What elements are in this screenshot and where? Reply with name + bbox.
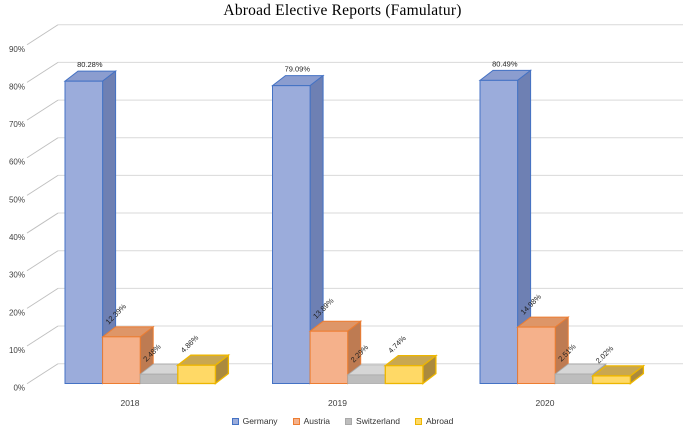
axis-tick-connector-50 bbox=[26, 175, 59, 196]
axis-tick-connector-20 bbox=[26, 288, 59, 309]
bar-switzerland-2020-front-face bbox=[554, 373, 594, 384]
bar-abroad-2019-front-face bbox=[384, 364, 424, 385]
axis-tick-connector-10 bbox=[26, 325, 59, 347]
bar-germany-2019-front-face bbox=[272, 85, 311, 384]
axis-tick-connector-60 bbox=[26, 137, 59, 159]
legend-swatch-austria bbox=[292, 417, 300, 425]
data-label-germany-2020: 80.49% bbox=[492, 59, 518, 68]
y-axis-label-40: 40% bbox=[9, 233, 25, 242]
legend-label-austria: Austria bbox=[303, 416, 331, 426]
chart-title: Abroad Elective Reports (Famulatur) bbox=[223, 2, 462, 19]
axis-tick-connector-30 bbox=[26, 250, 59, 272]
legend-swatch-abroad bbox=[414, 417, 422, 425]
plot-area: 0%10%20%30%40%50%60%70%80%90%80.28%12.39… bbox=[9, 24, 683, 408]
y-axis-label-50: 50% bbox=[9, 195, 25, 204]
bar-abroad-2018 bbox=[175, 353, 231, 385]
bar-austria-2018-front-face bbox=[102, 336, 141, 385]
x-axis-label-2018: 2018 bbox=[121, 398, 140, 408]
bar-switzerland-2018-front-face bbox=[139, 373, 179, 384]
legend-label-abroad: Abroad bbox=[425, 416, 454, 426]
axis-tick-connector-0 bbox=[26, 363, 59, 385]
bar-abroad-2020 bbox=[590, 364, 646, 385]
legend: Germany Austria Switzerland Abroad bbox=[0, 416, 685, 426]
bar-germany-2018-front-face bbox=[64, 80, 104, 384]
y-axis-label-80: 80% bbox=[9, 82, 25, 91]
legend-item-germany: Germany bbox=[231, 416, 278, 426]
bar-austria-2019-front-face bbox=[309, 330, 349, 384]
data-label-abroad-2020: 2.02% bbox=[594, 344, 616, 366]
legend-swatch-germany bbox=[231, 417, 239, 425]
data-label-abroad-2019: 4.74% bbox=[386, 333, 408, 355]
data-label-germany-2019: 79.09% bbox=[285, 65, 311, 74]
data-label-abroad-2018: 4.86% bbox=[179, 333, 201, 355]
legend-item-austria: Austria bbox=[292, 416, 331, 426]
y-axis-label-20: 20% bbox=[9, 308, 25, 317]
y-axis-label-10: 10% bbox=[9, 346, 25, 355]
y-axis-label-30: 30% bbox=[9, 271, 25, 280]
bar-abroad-2018-front-face bbox=[177, 364, 217, 385]
bar-germany-2018 bbox=[63, 70, 118, 385]
legend-swatch-switzerland bbox=[345, 417, 353, 425]
y-axis-label-0: 0% bbox=[13, 384, 25, 393]
y-axis-label-60: 60% bbox=[9, 158, 25, 167]
data-label-germany-2018: 80.28% bbox=[77, 60, 103, 69]
x-axis-label-2019: 2019 bbox=[328, 398, 347, 408]
bar-austria-2020-front-face bbox=[517, 326, 556, 385]
x-axis-label-2020: 2020 bbox=[536, 398, 555, 408]
axis-tick-connector-40 bbox=[26, 212, 59, 234]
axis-tick-connector-70 bbox=[26, 99, 59, 121]
legend-item-switzerland: Switzerland bbox=[345, 416, 400, 426]
bar-switzerland-2019-front-face bbox=[347, 374, 386, 384]
y-axis-label-70: 70% bbox=[9, 120, 25, 129]
bar-germany-2020 bbox=[478, 69, 533, 385]
bar-abroad-2020-front-face bbox=[592, 375, 632, 385]
legend-label-germany: Germany bbox=[242, 416, 278, 426]
axis-tick-connector-90 bbox=[26, 24, 59, 46]
y-axis-label-90: 90% bbox=[9, 45, 25, 54]
axis-tick-connector-80 bbox=[26, 62, 59, 83]
legend-item-abroad: Abroad bbox=[414, 416, 454, 426]
bar-abroad-2019 bbox=[383, 354, 438, 385]
bar-austria-2019 bbox=[308, 320, 363, 385]
bar-austria-2020 bbox=[516, 316, 570, 385]
bar-austria-2018 bbox=[101, 325, 155, 385]
bar-germany-2020-front-face bbox=[479, 79, 519, 384]
legend-label-switzerland: Switzerland bbox=[356, 416, 400, 426]
